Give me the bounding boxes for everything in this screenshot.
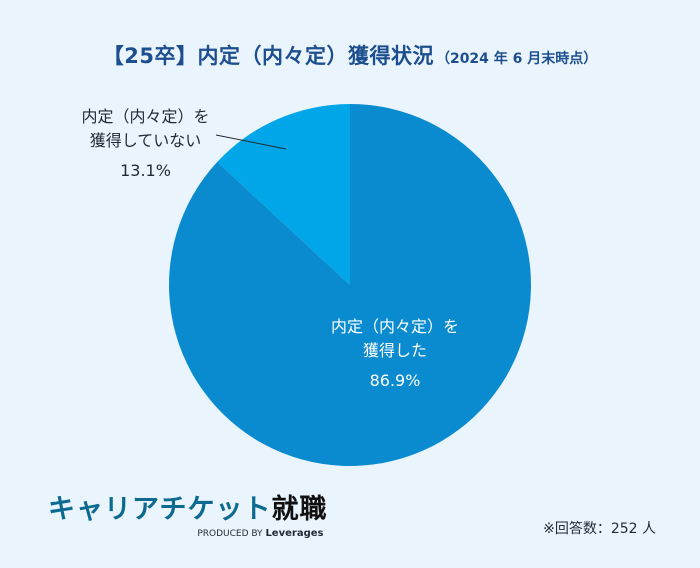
slice-label-obtained-line1: 内定（内々定）を — [330, 317, 459, 336]
brand-name: キャリアチケット就職 — [48, 487, 327, 526]
chart-title-main: 【25卒】内定（内々定）獲得状況 — [102, 44, 434, 68]
slice-label-not-obtained-line2: 獲得していない — [89, 131, 202, 150]
brand-logo: キャリアチケット就職 PRODUCED BY Leverages — [48, 487, 327, 539]
slice-label-obtained: 内定（内々定）を 獲得した 86.9% — [300, 315, 490, 393]
chart-title-sub: （2024 年 6 月末時点） — [435, 51, 598, 67]
slice-label-not-obtained-line1: 内定（内々定）を — [81, 107, 210, 126]
brand-name-kana: キャリアチケット — [48, 494, 272, 525]
slice-value-not-obtained: 13.1% — [120, 161, 171, 180]
brand-tagline: PRODUCED BY Leverages — [48, 528, 327, 539]
pie-slice-not-obtained — [217, 104, 350, 285]
chart-title: 【25卒】内定（内々定）獲得状況 （2024 年 6 月末時点） — [0, 40, 700, 70]
leader-line-not-obtained — [215, 134, 287, 150]
slice-value-obtained: 86.9% — [369, 371, 421, 390]
brand-produced-by: PRODUCED BY — [197, 529, 263, 539]
slice-label-obtained-line2: 獲得した — [362, 341, 427, 360]
brand-company: Leverages — [265, 528, 324, 539]
response-count-note: ※回答数：252 人 — [543, 521, 656, 537]
pie-slice-obtained — [169, 104, 532, 467]
slice-label-not-obtained: 内定（内々定）を 獲得していない 13.1% — [48, 105, 243, 183]
brand-name-kanji: 就職 — [271, 494, 328, 525]
